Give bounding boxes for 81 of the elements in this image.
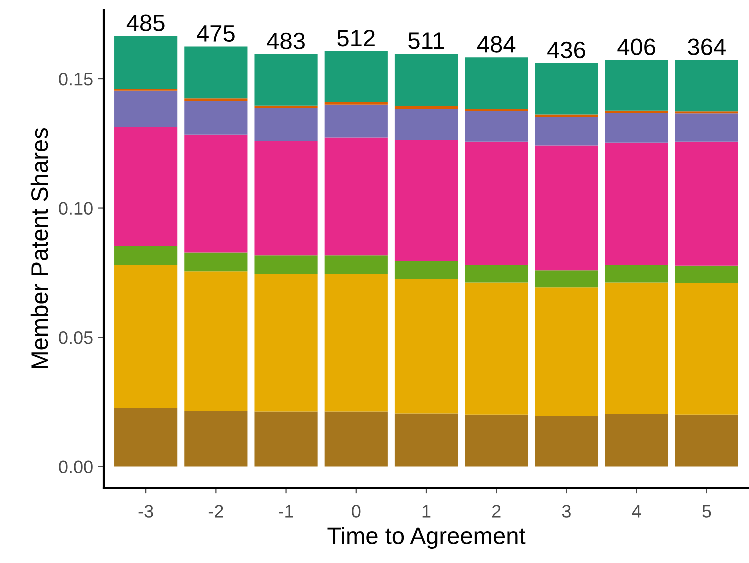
bar (324, 412, 388, 467)
bar (394, 414, 458, 467)
annotation: 483 (267, 32, 305, 50)
bar (675, 266, 738, 283)
bar (184, 252, 248, 272)
bar (254, 256, 318, 274)
x-tick-label: 2 (492, 505, 501, 518)
bar (675, 114, 738, 142)
bar (535, 117, 598, 146)
bar (535, 270, 598, 288)
bar (605, 414, 668, 467)
bar (535, 416, 598, 467)
bar (184, 272, 248, 411)
bar (465, 142, 528, 266)
bar (535, 63, 598, 115)
bar (394, 106, 458, 110)
bar (465, 111, 528, 142)
x-tick-label: -3 (138, 505, 154, 518)
bar (465, 414, 528, 467)
bar (324, 274, 388, 412)
annotation: 475 (197, 26, 235, 42)
annotation: 511 (408, 32, 444, 50)
annotation: 485 (126, 14, 165, 32)
bar (535, 146, 598, 271)
bar (324, 102, 388, 105)
bar (254, 141, 318, 256)
bar (675, 414, 738, 467)
bar (324, 256, 388, 274)
y-tick-label: 0.00 (59, 460, 93, 474)
x-tick-label: 3 (562, 505, 571, 518)
y-tick-label: 0.10 (59, 202, 93, 216)
bar (605, 142, 668, 266)
bar (254, 412, 318, 467)
y-axis-title: Member Patent Shares (30, 128, 48, 368)
x-tick-label: 1 (422, 505, 431, 518)
bar (114, 246, 178, 266)
bar (254, 274, 318, 412)
bar (394, 279, 458, 414)
x-tick-label: 0 (352, 505, 361, 518)
bar (394, 109, 458, 140)
x-tick-label: -1 (279, 505, 294, 518)
bar (675, 282, 738, 415)
bar (184, 134, 248, 253)
bar (394, 261, 458, 280)
annotation: 512 (338, 30, 375, 47)
bar (114, 127, 178, 246)
y-tick-label: 0.15 (59, 72, 93, 86)
bar (605, 282, 668, 414)
bar (394, 140, 458, 262)
bar (114, 265, 178, 408)
annotation: 406 (618, 38, 656, 56)
annotation: 484 (477, 36, 516, 53)
bar (535, 288, 598, 416)
bar (184, 101, 248, 135)
bar (465, 282, 528, 415)
bar (675, 60, 738, 112)
bar (254, 108, 318, 142)
x-tick-label: 4 (632, 505, 642, 518)
bar (535, 114, 598, 118)
bar (184, 46, 248, 99)
bar (605, 265, 668, 283)
bar (324, 104, 388, 138)
bar (605, 60, 668, 111)
bar (114, 90, 178, 128)
y-tick-label: 0.05 (59, 331, 93, 344)
x-tick-label: 5 (702, 505, 712, 518)
x-tick-label: -2 (208, 505, 224, 518)
bar (114, 408, 178, 467)
bar (184, 410, 248, 467)
bar (324, 51, 388, 102)
bar (254, 54, 318, 106)
bar (605, 113, 668, 143)
bar (394, 54, 458, 106)
bar (675, 142, 738, 266)
x-axis-title: Time to Agreement (328, 527, 526, 550)
bar (465, 58, 528, 110)
bar (324, 138, 388, 256)
annotation: 436 (548, 42, 586, 59)
annotation: 364 (688, 38, 726, 56)
bar (114, 36, 178, 90)
bar (465, 265, 528, 283)
